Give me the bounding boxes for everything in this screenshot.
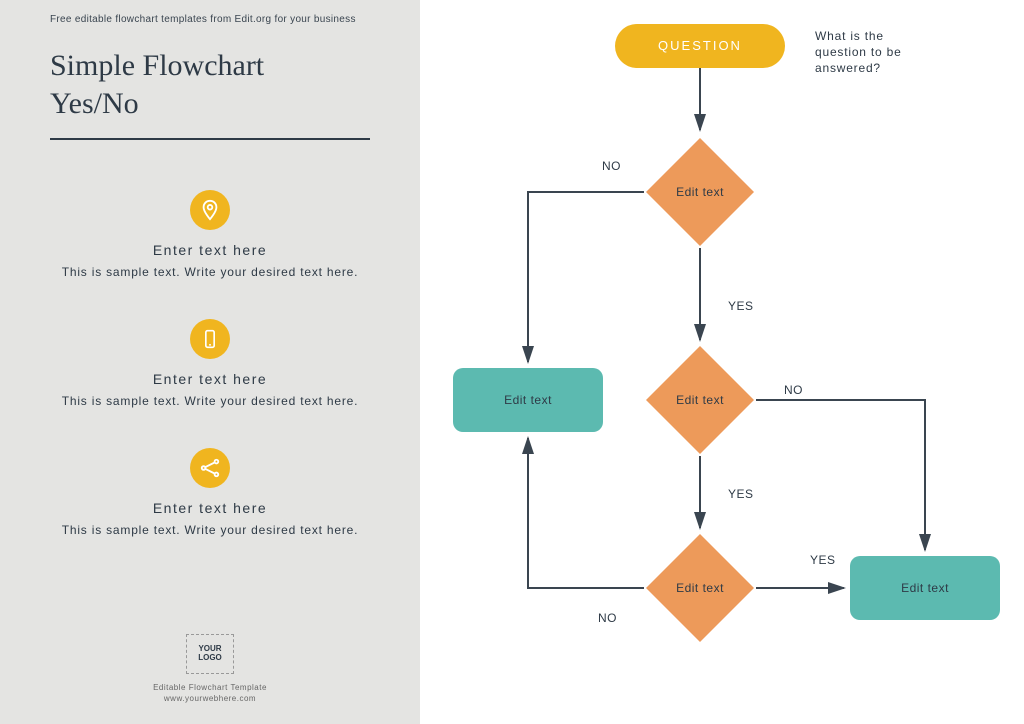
feature-item: Enter text here This is sample text. Writ… (50, 448, 370, 539)
title-line-1: Simple Flowchart (50, 49, 264, 82)
node-label: Edit text (676, 393, 724, 407)
feature-title: Enter text here (50, 371, 370, 387)
feature-desc: This is sample text. Write your desired … (50, 522, 370, 539)
feature-item: Enter text here This is sample text. Writ… (50, 190, 370, 281)
feature-list: Enter text here This is sample text. Writ… (50, 190, 370, 538)
feature-item: Enter text here This is sample text. Writ… (50, 319, 370, 410)
logo-placeholder: YOUR LOGO (186, 634, 234, 674)
edge-label: YES (728, 299, 754, 313)
phone-icon (190, 319, 230, 359)
sidebar: Free editable flowchart templates from E… (0, 0, 420, 724)
question-caption: answered? (815, 61, 881, 75)
share-icon (190, 448, 230, 488)
node-label: QUESTION (658, 38, 742, 53)
feature-title: Enter text here (50, 242, 370, 258)
page-title: Simple Flowchart Yes/No (50, 47, 370, 122)
edge-label: YES (728, 487, 754, 501)
node-label: Edit text (676, 185, 724, 199)
edge-label: NO (598, 611, 617, 625)
flowchart-panel: NO YES NO YES YES NO QUESTION Edit text Edit tex… (420, 0, 1024, 724)
node-label: Edit text (504, 393, 552, 407)
feature-title: Enter text here (50, 500, 370, 516)
question-caption: question to be (815, 45, 902, 59)
feature-desc: This is sample text. Write your desired … (50, 264, 370, 281)
edge-label: YES (810, 553, 836, 567)
node-label: Edit text (676, 581, 724, 595)
question-caption: What is the (815, 29, 884, 43)
node-label: Edit text (901, 581, 949, 595)
edge-label: NO (602, 159, 621, 173)
footer-line-1: Editable Flowchart Template (50, 682, 370, 693)
tagline: Free editable flowchart templates from E… (50, 14, 370, 25)
pin-icon (190, 190, 230, 230)
edge-label: NO (784, 383, 803, 397)
feature-desc: This is sample text. Write your desired … (50, 393, 370, 410)
title-divider (50, 138, 370, 140)
title-line-2: Yes/No (50, 87, 139, 120)
flowchart-svg: NO YES NO YES YES NO QUESTION Edit text Edit tex… (420, 0, 1024, 724)
sidebar-footer: YOUR LOGO Editable Flowchart Template ww… (50, 634, 370, 704)
footer-line-2: www.yourwebhere.com (50, 693, 370, 704)
